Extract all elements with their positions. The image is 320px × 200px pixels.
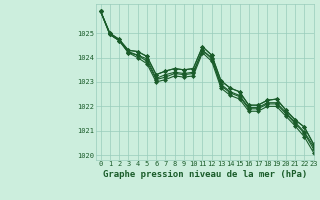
X-axis label: Graphe pression niveau de la mer (hPa): Graphe pression niveau de la mer (hPa) [103, 170, 307, 179]
